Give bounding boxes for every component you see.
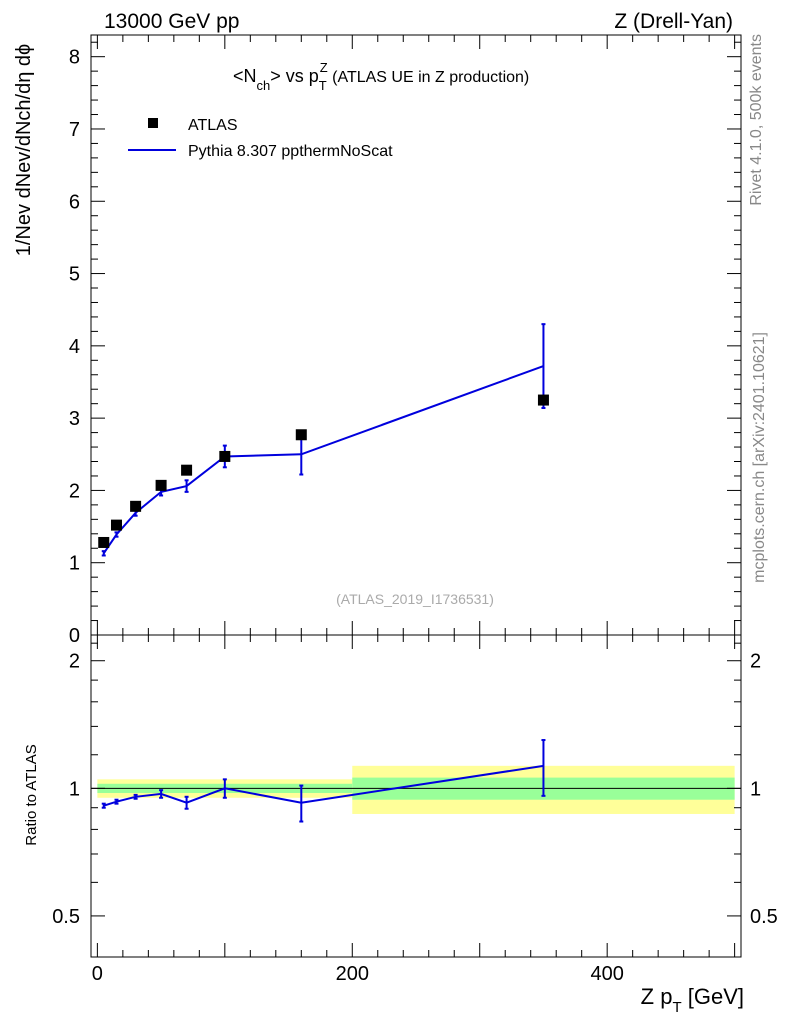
y-tick-label: 8 (69, 47, 80, 69)
x-tick-label: 400 (590, 963, 623, 985)
data-point (155, 479, 167, 491)
ratio-y-tick-label-right: 2 (750, 651, 761, 673)
header-left: 13000 GeV pp (104, 10, 239, 33)
ratio-y-tick-label-right: 0.5 (750, 906, 778, 928)
data-point (219, 450, 231, 462)
x-tick-label: 0 (92, 963, 103, 985)
data-point (295, 429, 307, 441)
chart-title: <Nch> vs pTZ (ATLAS UE in Z production) (233, 60, 529, 93)
side-label-top: Rivet 4.1.0, 500k events (748, 34, 765, 206)
ratio-y-tick-label: 1 (69, 778, 80, 800)
y-tick-label: 2 (69, 480, 80, 502)
legend-data-label: ATLAS (188, 117, 238, 134)
y-tick-label: 5 (69, 264, 80, 286)
ratio-y-tick-label: 0.5 (52, 906, 80, 928)
main-panel: 0 1 2 3 4 5 6 7 8 (69, 34, 742, 647)
y-tick-label: 1 (69, 553, 80, 575)
ratio-mc-line (103, 764, 544, 807)
ratio-frame (90, 634, 742, 958)
data-point (181, 464, 193, 476)
ratio-y-tick-label-right: 1 (750, 778, 761, 800)
x-tick-label: 200 (336, 963, 369, 985)
header-right: Z (Drell-Yan) (614, 10, 733, 33)
ratio-ylabel: Ratio to ATLAS (23, 744, 40, 845)
y-tick-label: 7 (69, 119, 80, 141)
data-point (110, 519, 122, 531)
ratio-panel: 0 200 400 0.5 0.5 1 1 2 2 (52, 634, 778, 985)
y-tick-label: 0 (69, 625, 80, 647)
data-point (98, 536, 110, 548)
legend-mc-label: Pythia 8.307 ppthermNoScat (188, 143, 393, 160)
y-tick-label: 4 (69, 336, 80, 358)
data-point (537, 394, 549, 406)
main-ylabel: 1/Nev dNev/dNch/dη dϕ (13, 44, 35, 256)
legend-data-marker (148, 118, 158, 128)
y-tick-label: 3 (69, 408, 80, 430)
ratio-xlabel: Z pT [GeV] (641, 984, 744, 1016)
ratio-y-tick-label: 2 (69, 651, 80, 673)
y-tick-label: 6 (69, 191, 80, 213)
analysis-watermark: (ATLAS_2019_I1736531) (336, 591, 494, 607)
side-label-bottom: mcplots.cern.ch [arXiv:2401.10621] (751, 332, 768, 583)
mc-line (102, 365, 544, 554)
data-point (130, 500, 142, 512)
